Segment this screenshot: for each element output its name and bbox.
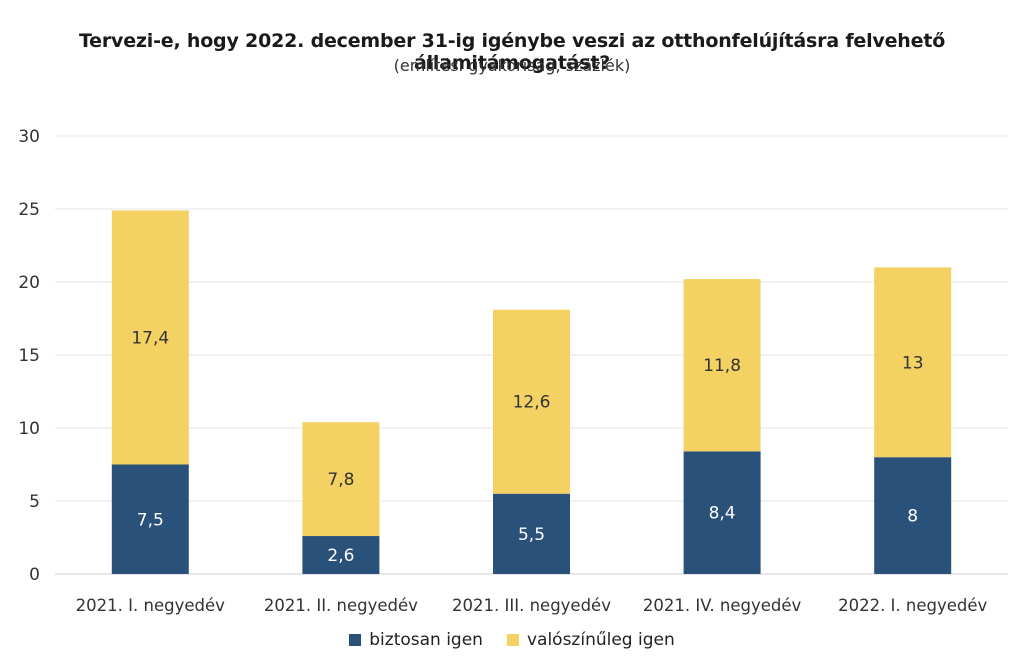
value-labels: 7,5 17,4 2,6 7,8 5,5 12,6 8,4 11,8 8 13 [131,328,923,566]
bar-segment-valoszinuleg [111,210,189,465]
data-label: 8 [907,507,918,527]
legend-label-valoszinuleg: valószínűleg igen [526,630,675,650]
y-tick-label: 15 [18,346,40,366]
x-tick-label: 2021. III. negyedév [452,596,611,615]
x-tick-label: 2021. IV. negyedév [643,596,802,615]
chart-title: Tervezi-e, hogy 2022. december 31-ig igé… [78,30,946,74]
data-label: 11,8 [703,356,741,376]
data-label: 13 [902,353,924,373]
bar-segment-biztosan [683,451,761,574]
legend-swatch-biztosan [349,634,362,646]
bar-segment-biztosan [874,457,952,574]
x-tick-label: 2022. I. negyedév [838,596,987,615]
bar-segment-valoszinuleg [302,422,380,537]
bar-segment-valoszinuleg [683,279,761,452]
data-label: 8,4 [709,504,736,524]
y-axis-ticks: 0 5 10 15 20 25 30 [18,127,40,585]
legend-swatch-valoszinuleg [506,634,519,646]
legend: biztosan igen valószínűleg igen [0,630,1024,650]
data-label: 12,6 [513,393,551,413]
y-tick-label: 30 [18,127,40,147]
x-axis-ticks: 2021. I. negyedév 2021. II. negyedév 2021.… [76,596,988,615]
bar-segment-biztosan [302,536,380,574]
bar-segment-valoszinuleg [493,309,570,494]
y-tick-label: 20 [18,273,40,293]
legend-item-biztosan: biztosan igen [349,630,483,650]
y-tick-label: 25 [18,200,40,220]
bars [111,210,952,574]
legend-item-valoszinuleg: valószínűleg igen [506,630,675,650]
bar-segment-biztosan [493,493,570,574]
data-label: 7,5 [137,510,164,530]
data-label: 7,8 [327,470,354,490]
data-label: 17,4 [131,328,169,348]
bar-segment-valoszinuleg [874,267,952,458]
x-tick-label: 2021. II. negyedév [264,596,418,615]
data-label: 5,5 [518,525,545,545]
chart-subtitle: (említési gyakoriság, százlék) [393,56,631,75]
y-tick-label: 10 [18,419,40,439]
bar-segment-biztosan [111,464,189,574]
legend-label-biztosan: biztosan igen [369,630,483,650]
x-tick-label: 2021. I. negyedév [76,596,225,615]
y-tick-label: 0 [29,565,40,585]
data-label: 2,6 [327,546,354,566]
y-tick-label: 5 [29,492,40,512]
